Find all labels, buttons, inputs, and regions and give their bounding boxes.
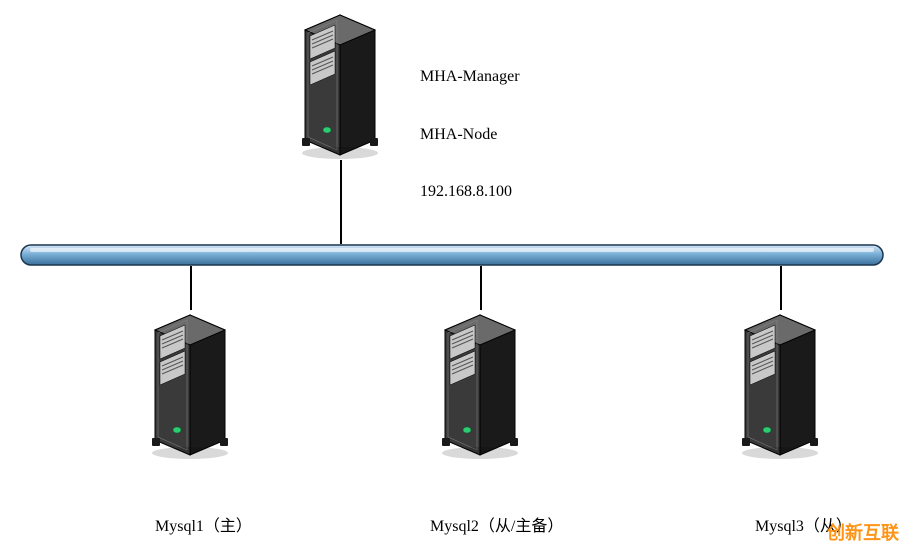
server-mysql2 xyxy=(420,310,540,460)
label-mysql1: Mysql1（主） MHA-Node xyxy=(155,480,252,549)
server-mysql3 xyxy=(720,310,840,460)
label-mysql2-line1: Mysql2（从/主备） xyxy=(430,516,563,538)
label-manager: MHA-Manager MHA-Node 192.168.8.100 xyxy=(420,30,520,239)
network-bus xyxy=(20,244,884,266)
server-mysql1 xyxy=(130,310,250,460)
conn-manager xyxy=(340,160,342,244)
conn-mysql3 xyxy=(780,266,782,310)
conn-mysql2 xyxy=(480,266,482,310)
label-manager-line1: MHA-Manager xyxy=(420,66,520,88)
watermark: 创新互联 xyxy=(827,519,899,545)
label-manager-line2: MHA-Node xyxy=(420,124,520,146)
label-mysql2: Mysql2（从/主备） MHA-Node xyxy=(430,480,563,549)
diagram-canvas: MHA-Manager MHA-Node 192.168.8.100 Mysql… xyxy=(0,0,903,549)
server-manager xyxy=(280,10,400,160)
label-manager-line3: 192.168.8.100 xyxy=(420,181,520,203)
conn-mysql1 xyxy=(190,266,192,310)
label-mysql1-line1: Mysql1（主） xyxy=(155,516,252,538)
